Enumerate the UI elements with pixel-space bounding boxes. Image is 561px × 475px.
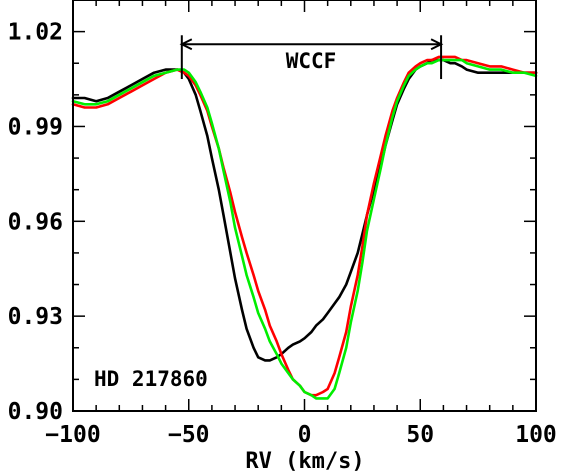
series-line-3 xyxy=(71,58,538,400)
plot-frame xyxy=(72,0,537,412)
axis-layer: −100 −50 0 50 100 0.90 0.93 0.96 0.99 1.02 xyxy=(8,0,557,448)
y-tick-label: 1.02 xyxy=(8,20,63,46)
y-tick-label: 0.96 xyxy=(8,209,63,235)
wccf-arrowhead-right xyxy=(430,38,444,51)
x-tick-label: 100 xyxy=(515,422,557,448)
x-tick-label: 0 xyxy=(298,422,312,448)
y-tick-label: 0.90 xyxy=(8,399,63,425)
x-axis-title: RV (km/s) xyxy=(245,449,364,474)
series-layer xyxy=(71,55,538,400)
wccf-arrowhead-left xyxy=(179,38,193,51)
star-name-label: HD 217860 xyxy=(94,367,208,391)
x-tick-label: −100 xyxy=(45,422,100,448)
annotation-layer: WCCF HD 217860 xyxy=(94,35,444,391)
series-line-1 xyxy=(71,58,538,362)
x-tick-label: −50 xyxy=(168,422,210,448)
y-tick-label: 0.93 xyxy=(8,304,63,330)
wccf-label: WCCF xyxy=(286,49,337,73)
x-tick-label: 50 xyxy=(406,422,434,448)
y-tick-label: 0.99 xyxy=(8,114,63,140)
series-line-2 xyxy=(71,55,538,397)
